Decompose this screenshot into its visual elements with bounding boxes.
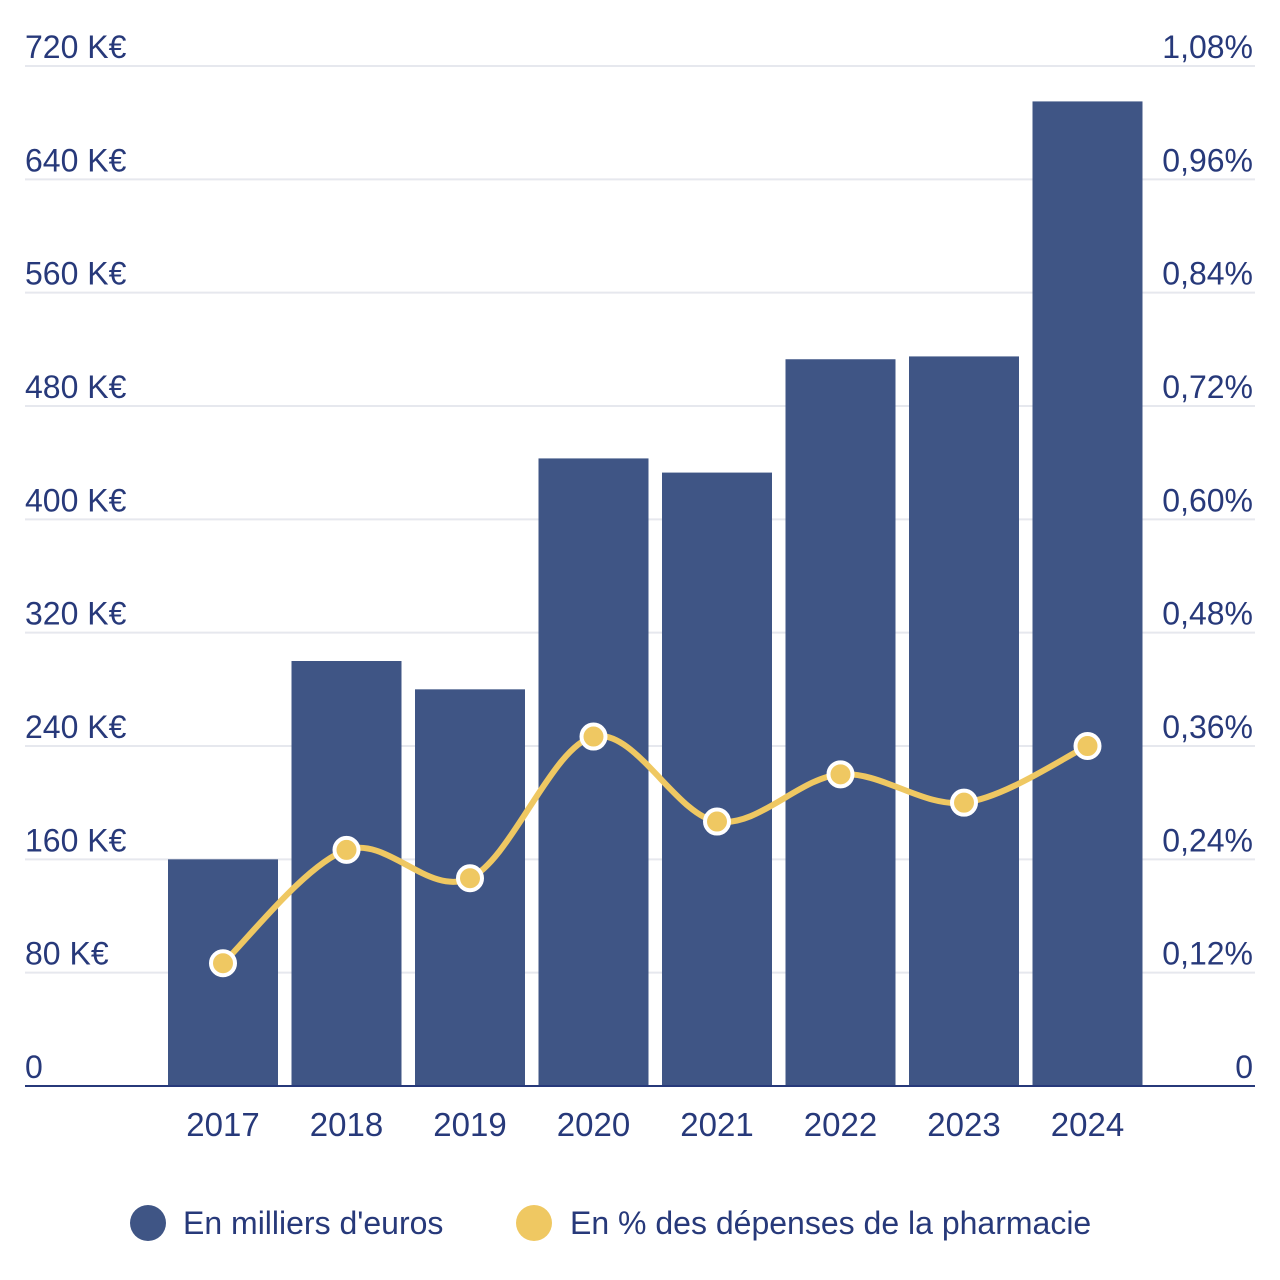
y-right-tick-label: 0,48%: [1162, 596, 1253, 632]
x-tick-label: 2019: [433, 1106, 506, 1143]
y-right-tick-label: 0,60%: [1162, 482, 1253, 518]
x-tick-label: 2024: [1051, 1106, 1124, 1143]
y-left-tick-label: 80 K€: [25, 936, 109, 972]
y-right-tick-label: 1,08%: [1162, 29, 1253, 65]
x-tick-label: 2020: [557, 1106, 630, 1143]
y-left-tick-label: 400 K€: [25, 482, 127, 518]
line-point-2022: [826, 760, 855, 789]
y-left-tick-label: 640 K€: [25, 142, 127, 178]
y-left-tick-label: 240 K€: [25, 709, 127, 745]
legend-marker-bar: [130, 1205, 166, 1241]
y-right-tick-label: 0,96%: [1162, 142, 1253, 178]
y-right-tick-label: 0,72%: [1162, 369, 1253, 405]
y-left-tick-label: 560 K€: [25, 256, 127, 292]
y-left-tick-label: 720 K€: [25, 29, 127, 65]
line-point-2018: [332, 835, 361, 864]
bar-2021: [662, 472, 772, 1086]
x-tick-label: 2021: [680, 1106, 753, 1143]
x-tick-label: 2022: [804, 1106, 877, 1143]
legend: En milliers d'euros En % des dépenses de…: [130, 1205, 1091, 1241]
x-tick-label: 2023: [927, 1106, 1000, 1143]
y-right-tick-label: 0,36%: [1162, 709, 1253, 745]
legend-label-line: En % des dépenses de la pharmacie: [570, 1205, 1091, 1241]
axes: 0 80 K€ 160 K€ 240 K€ 320 K€ 400 K€ 480 K€ 560 …: [25, 29, 1255, 1143]
y-left-tick-label: 320 K€: [25, 596, 127, 632]
legend-label-bar: En milliers d'euros: [183, 1205, 443, 1241]
line-point-2021: [703, 807, 731, 836]
y-left-tick-label: 480 K€: [25, 369, 127, 405]
line-point-2019: [456, 864, 484, 893]
y-right-tick-label: 0: [1235, 1049, 1253, 1085]
y-right-tick-label: 0,12%: [1162, 936, 1253, 972]
line-point-2017: [209, 949, 237, 978]
line-point-2023: [950, 788, 978, 817]
y-left-tick-label: 160 K€: [25, 822, 127, 858]
y-left-tick-label: 0: [25, 1049, 43, 1085]
y-right-tick-label: 0,84%: [1162, 256, 1253, 292]
bar-2024: [1032, 101, 1143, 1086]
x-tick-label: 2018: [310, 1106, 383, 1143]
y-right-tick-label: 0,24%: [1162, 822, 1253, 858]
line-series: [209, 722, 1102, 978]
bar-2023: [909, 356, 1019, 1087]
legend-marker-line: [516, 1205, 552, 1241]
line-point-2024: [1073, 732, 1102, 760]
x-tick-label: 2017: [186, 1106, 259, 1143]
bar-series: [168, 101, 1143, 1087]
bar-2022: [785, 359, 896, 1086]
line-point-2020: [579, 722, 608, 751]
